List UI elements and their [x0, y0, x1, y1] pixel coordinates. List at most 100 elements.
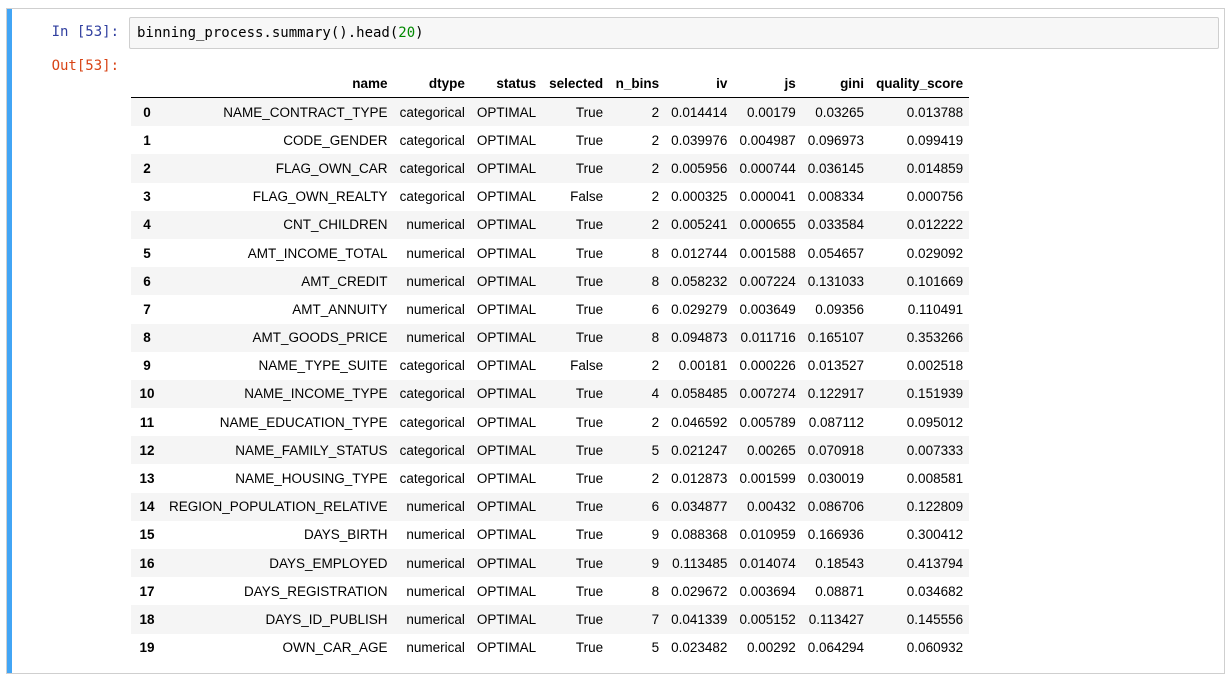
header-gini: gini: [801, 69, 871, 98]
cell-gini: 0.131033: [807, 273, 865, 289]
cell-dtype: numerical: [406, 611, 465, 627]
cell-name: AMT_INCOME_TOTAL: [247, 245, 388, 261]
cell-gini: 0.165107: [807, 330, 865, 346]
cell-dtype: numerical: [406, 330, 465, 346]
cell-js: 0.001599: [739, 471, 796, 487]
cell-iv: 0.113485: [672, 555, 728, 571]
cell-js: 0.004987: [739, 132, 796, 148]
table-row: 13 NAME_HOUSING_TYPE categorical OPTIMAL Tru…: [131, 464, 970, 493]
cell-dtype: categorical: [399, 104, 465, 120]
row-index: 1: [143, 132, 151, 148]
cell-gini: 0.086706: [807, 499, 865, 515]
table-header-row: name dtype status selected n_bins iv js …: [131, 69, 970, 98]
cell-name: AMT_ANNUITY: [292, 301, 388, 317]
cell-selected: True: [575, 132, 604, 148]
cell-selected: True: [575, 245, 604, 261]
cell-js: 0.000744: [739, 160, 796, 176]
cell-dtype: numerical: [406, 527, 465, 543]
cell-status: OPTIMAL: [476, 160, 537, 176]
row-index: 12: [139, 442, 155, 458]
cell-name: DAYS_REGISTRATION: [244, 583, 388, 599]
cell-name: REGION_POPULATION_RELATIVE: [169, 499, 388, 515]
cell-status: OPTIMAL: [476, 132, 537, 148]
cell-gini: 0.054657: [807, 245, 865, 261]
table-row: 2 FLAG_OWN_CAR categorical OPTIMAL True 2 0.00…: [131, 154, 970, 183]
cell-gini: 0.122917: [807, 386, 865, 402]
cell-dtype: numerical: [406, 273, 465, 289]
cell-selected: True: [575, 499, 604, 515]
row-index: 10: [139, 386, 155, 402]
cell-status: OPTIMAL: [476, 442, 537, 458]
cell-iv: 0.023482: [671, 640, 728, 656]
cell-gini: 0.036145: [807, 160, 865, 176]
cell-gini: 0.087112: [808, 414, 865, 430]
cell-selected: True: [575, 527, 604, 543]
code-input-area[interactable]: binning_process.summary().head(20): [129, 17, 1219, 49]
cell-quality-score: 0.145556: [906, 611, 964, 627]
cell-iv: 0.094873: [671, 330, 728, 346]
cell-status: OPTIMAL: [476, 189, 537, 205]
cell-gini: 0.008334: [807, 189, 865, 205]
cell-js: 0.007224: [739, 273, 796, 289]
cell-gini: 0.03265: [815, 104, 865, 120]
cell-js: 0.00265: [746, 442, 796, 458]
row-index: 15: [139, 527, 155, 543]
cell-quality-score: 0.013788: [906, 104, 964, 120]
cell-status: OPTIMAL: [476, 104, 537, 120]
cell-quality-score: 0.300412: [906, 527, 964, 543]
cell-gini: 0.030019: [807, 471, 865, 487]
cell-n-bins: 6: [651, 499, 660, 515]
cell-iv: 0.021247: [671, 442, 728, 458]
cell-iv: 0.005956: [671, 160, 728, 176]
cell-name: NAME_EDUCATION_TYPE: [219, 414, 388, 430]
header-selected: selected: [542, 69, 610, 98]
cell-dtype: numerical: [406, 555, 465, 571]
cell-iv: 0.00181: [678, 358, 728, 374]
cell-iv: 0.088368: [671, 527, 728, 543]
cell-quality-score: 0.012222: [906, 217, 964, 233]
input-prompt: In [53]:: [51, 24, 119, 40]
header-name: name: [163, 69, 394, 98]
notebook-cell[interactable]: In [53]: binning_process.summary().head(…: [6, 8, 1225, 674]
cell-n-bins: 8: [651, 330, 660, 346]
table-row: 10 NAME_INCOME_TYPE categorical OPTIMAL True…: [131, 379, 970, 409]
code-number-literal: 20: [398, 25, 416, 41]
table-row: 16 DAYS_EMPLOYED numerical OPTIMAL True 9 0.11…: [131, 549, 970, 578]
cell-gini: 0.08871: [815, 583, 865, 599]
dataframe-table: name dtype status selected n_bins iv js …: [131, 69, 970, 662]
cell-n-bins: 2: [651, 358, 660, 374]
header-status: status: [470, 69, 543, 98]
cell-name: NAME_CONTRACT_TYPE: [223, 104, 388, 120]
code-line[interactable]: binning_process.summary().head(20): [137, 25, 424, 41]
cell-iv: 0.058485: [671, 386, 728, 402]
row-index: 3: [143, 189, 151, 205]
cell-js: 0.00432: [746, 499, 796, 515]
cell-js: 0.007274: [739, 386, 796, 402]
cell-gini: 0.09356: [815, 301, 865, 317]
cell-n-bins: 9: [651, 555, 660, 571]
cell-gini: 0.096973: [807, 132, 865, 148]
cell-status: OPTIMAL: [476, 414, 537, 430]
cell-n-bins: 2: [651, 414, 660, 430]
cell-js: 0.00292: [746, 640, 796, 656]
cell-gini: 0.013527: [807, 358, 865, 374]
table-row: 6 AMT_CREDIT numerical OPTIMAL True 8 0.058232…: [131, 267, 970, 296]
table-row: 12 NAME_FAMILY_STATUS categorical OPTIMAL Tr…: [131, 436, 970, 465]
cell-n-bins: 2: [651, 132, 660, 148]
row-index: 2: [143, 160, 151, 176]
cell-n-bins: 8: [651, 583, 660, 599]
cell-status: OPTIMAL: [476, 499, 537, 515]
table-row: 8 AMT_GOODS_PRICE numerical OPTIMAL True 8 0.0…: [131, 323, 970, 352]
cell-name: FLAG_OWN_REALTY: [252, 189, 388, 205]
table-row: 7 AMT_ANNUITY numerical OPTIMAL True 6 0.02927…: [131, 295, 970, 324]
row-index: 19: [139, 640, 155, 656]
header-iv: iv: [665, 69, 734, 98]
code-call: binning_process.summary().head(: [137, 25, 399, 41]
table-body: 0 NAME_CONTRACT_TYPE categorical OPTIMAL Tru…: [131, 97, 970, 662]
cell-selected: True: [575, 330, 604, 346]
cell-js: 0.000226: [739, 358, 796, 374]
cell-dtype: numerical: [406, 583, 465, 599]
cell-dtype: categorical: [399, 132, 465, 148]
row-index: 6: [143, 273, 151, 289]
cell-name: NAME_INCOME_TYPE: [244, 386, 388, 402]
